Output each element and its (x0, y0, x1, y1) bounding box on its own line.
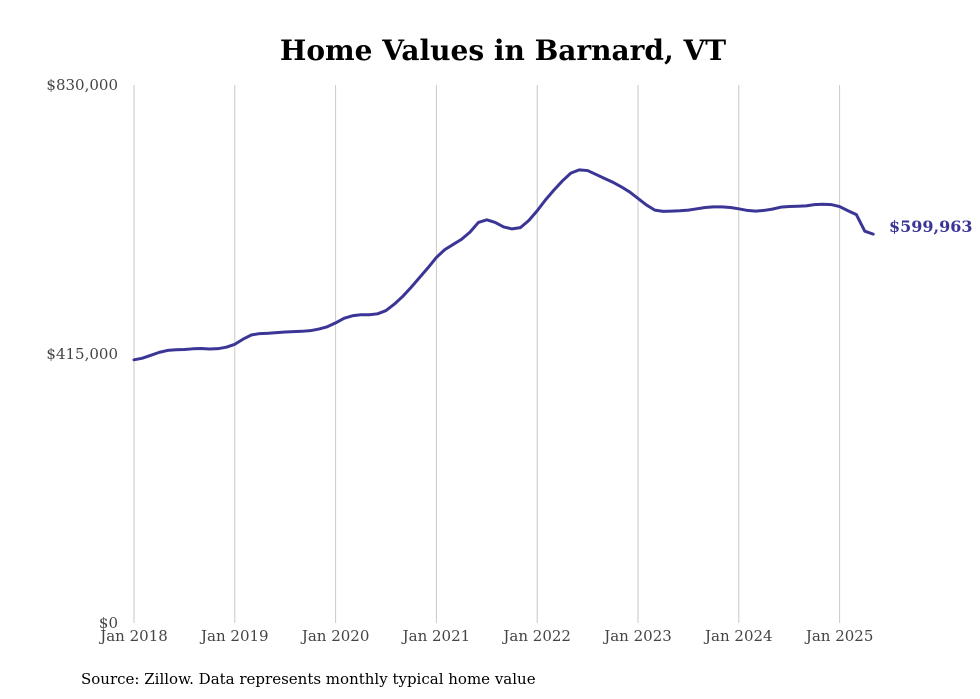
y-tick-label: $830,000 (46, 76, 118, 94)
y-tick-label: $0 (99, 614, 118, 632)
x-tick-label: Jan 2023 (602, 627, 672, 645)
x-tick-label: Jan 2021 (401, 627, 471, 645)
x-tick-label: Jan 2018 (98, 627, 168, 645)
x-tick-label: Jan 2019 (199, 627, 269, 645)
source-note: Source: Zillow. Data represents monthly … (81, 670, 536, 688)
x-tick-label: Jan 2024 (703, 627, 773, 645)
x-tick-label: Jan 2025 (804, 627, 874, 645)
x-tick-label: Jan 2020 (300, 627, 370, 645)
chart-title: Home Values in Barnard, VT (280, 34, 726, 67)
grid-layer (133, 85, 841, 623)
series-line (132, 168, 875, 362)
y-tick-label: $415,000 (46, 345, 118, 363)
x-axis-ticks: Jan 2018 Jan 2019 Jan 2020 Jan 2021 Jan 2022… (98, 627, 873, 645)
x-tick-label: Jan 2022 (501, 627, 571, 645)
y-axis-ticks: $0 $415,000 $830,000 (46, 76, 118, 632)
end-value-label: $599,963 (889, 217, 973, 236)
